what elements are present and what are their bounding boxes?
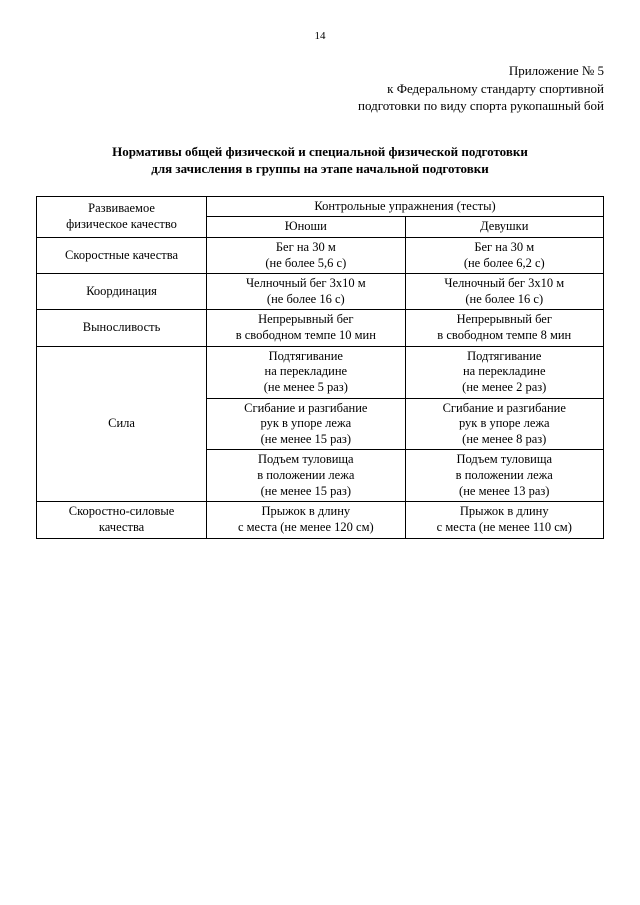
cell-text: (не менее 13 раз) — [459, 484, 549, 498]
cell-text: с места (не менее 120 см) — [238, 520, 374, 534]
page-number: 14 — [36, 30, 604, 42]
cell-text: (не более 6,2 с) — [464, 256, 545, 270]
cell-text: рук в упоре лежа — [260, 416, 351, 430]
table-row: Развиваемое физическое качество Контроль… — [37, 196, 604, 217]
appendix-header: Приложение № 5 к Федеральному стандарту … — [36, 62, 604, 115]
cell-text: Развиваемое — [88, 201, 155, 215]
cell-text: Бег на 30 м — [474, 240, 534, 254]
table-row: Скоростные качества Бег на 30 м (не боле… — [37, 237, 604, 273]
data-cell: Бег на 30 м (не более 5,6 с) — [207, 237, 405, 273]
cell-text: Непрерывный бег — [258, 312, 353, 326]
table-row: Сила Подтягивание на перекладине (не мен… — [37, 346, 604, 398]
data-cell: Подъем туловища в положении лежа (не мен… — [405, 450, 603, 502]
cell-text: Подъем туловища — [258, 452, 354, 466]
quality-cell: Скоростно-силовые качества — [37, 502, 207, 538]
header-line: подготовки по виду спорта рукопашный бой — [358, 98, 604, 113]
quality-cell: Скоростные качества — [37, 237, 207, 273]
cell-text: в свободном темпе 8 мин — [437, 328, 571, 342]
title-line: Нормативы общей физической и специальной… — [112, 144, 528, 159]
cell-text: в свободном темпе 10 мин — [236, 328, 376, 342]
header-cell: Контрольные упражнения (тесты) — [207, 196, 604, 217]
cell-text: с места (не менее 110 см) — [437, 520, 572, 534]
cell-text: Сгибание и разгибание — [244, 401, 367, 415]
data-cell: Челночный бег 3х10 м (не более 16 с) — [207, 274, 405, 310]
table-row: Выносливость Непрерывный бег в свободном… — [37, 310, 604, 346]
cell-text: Бег на 30 м — [276, 240, 336, 254]
cell-text: в положении лежа — [456, 468, 553, 482]
header-cell: Девушки — [405, 217, 603, 238]
title-line: для зачисления в группы на этапе начальн… — [151, 161, 488, 176]
quality-cell: Координация — [37, 274, 207, 310]
cell-text: (не более 5,6 с) — [265, 256, 346, 270]
cell-text: (не более 16 с) — [267, 292, 345, 306]
data-cell: Непрерывный бег в свободном темпе 8 мин — [405, 310, 603, 346]
document-title: Нормативы общей физической и специальной… — [36, 143, 604, 178]
data-cell: Челночный бег 3х10 м (не более 16 с) — [405, 274, 603, 310]
cell-text: в положении лежа — [257, 468, 354, 482]
cell-text: (не менее 8 раз) — [462, 432, 546, 446]
data-cell: Подтягивание на перекладине (не менее 5 … — [207, 346, 405, 398]
cell-text: качества — [99, 520, 144, 534]
cell-text: Подтягивание — [467, 349, 541, 363]
table-row: Скоростно-силовые качества Прыжок в длин… — [37, 502, 604, 538]
cell-text: физическое качество — [66, 217, 177, 231]
cell-text: Прыжок в длину — [261, 504, 350, 518]
quality-cell: Выносливость — [37, 310, 207, 346]
data-cell: Прыжок в длину с места (не менее 120 см) — [207, 502, 405, 538]
cell-text: Подтягивание — [269, 349, 343, 363]
data-cell: Прыжок в длину с места (не менее 110 см) — [405, 502, 603, 538]
data-cell: Сгибание и разгибание рук в упоре лежа (… — [405, 398, 603, 450]
cell-text: Скоростно-силовые — [69, 504, 175, 518]
cell-text: (не менее 2 раз) — [462, 380, 546, 394]
cell-text: Челночный бег 3х10 м — [246, 276, 366, 290]
cell-text: (не менее 15 раз) — [261, 484, 351, 498]
cell-text: на перекладине — [463, 364, 546, 378]
cell-text: Прыжок в длину — [460, 504, 549, 518]
cell-text: рук в упоре лежа — [459, 416, 550, 430]
cell-text: на перекладине — [265, 364, 348, 378]
header-line: Приложение № 5 — [509, 63, 604, 78]
cell-text: (не более 16 с) — [465, 292, 543, 306]
cell-text: Непрерывный бег — [457, 312, 552, 326]
data-cell: Непрерывный бег в свободном темпе 10 мин — [207, 310, 405, 346]
header-cell: Развиваемое физическое качество — [37, 196, 207, 237]
cell-text: Подъем туловища — [456, 452, 552, 466]
standards-table: Развиваемое физическое качество Контроль… — [36, 196, 604, 539]
cell-text: Сгибание и разгибание — [443, 401, 566, 415]
header-line: к Федеральному стандарту спортивной — [387, 81, 604, 96]
cell-text: (не менее 15 раз) — [261, 432, 351, 446]
quality-cell: Сила — [37, 346, 207, 502]
header-cell: Юноши — [207, 217, 405, 238]
data-cell: Подтягивание на перекладине (не менее 2 … — [405, 346, 603, 398]
table-row: Координация Челночный бег 3х10 м (не бол… — [37, 274, 604, 310]
data-cell: Сгибание и разгибание рук в упоре лежа (… — [207, 398, 405, 450]
data-cell: Бег на 30 м (не более 6,2 с) — [405, 237, 603, 273]
cell-text: (не менее 5 раз) — [264, 380, 348, 394]
data-cell: Подъем туловища в положении лежа (не мен… — [207, 450, 405, 502]
cell-text: Челночный бег 3х10 м — [444, 276, 564, 290]
